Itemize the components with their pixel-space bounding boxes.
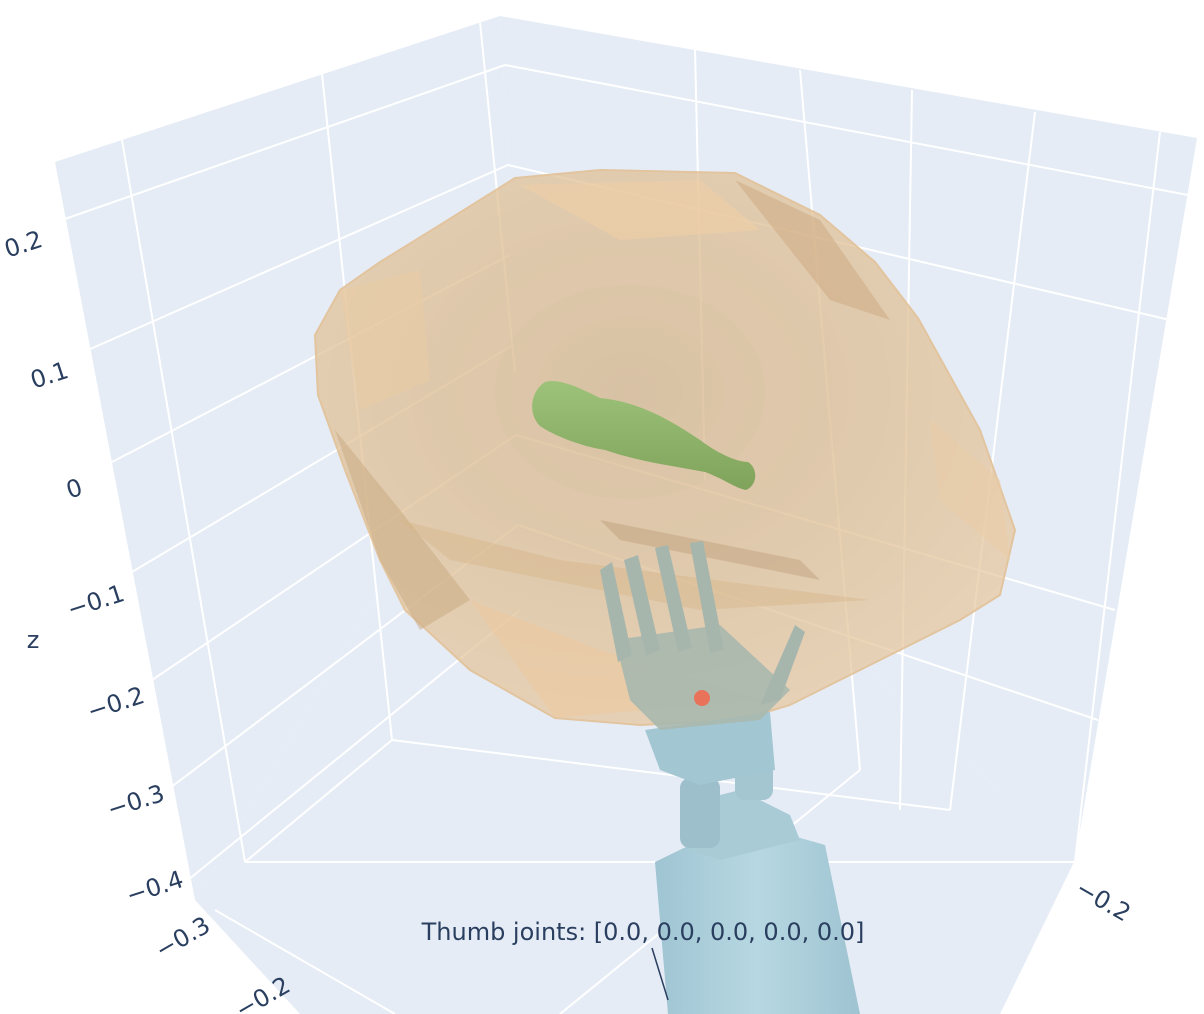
annotation-arrow — [651, 947, 669, 1001]
mesh-facet — [400, 520, 870, 610]
finger-little — [600, 562, 632, 662]
palm-base — [645, 712, 775, 785]
y-tick-label: −0.2 — [1071, 874, 1135, 927]
palm-mesh — [615, 625, 790, 730]
y-axis-ticks: −0.2 — [1071, 874, 1135, 927]
mesh-facet — [735, 180, 890, 320]
contact-point-marker[interactable] — [694, 690, 710, 706]
z-tick-label: 0.2 — [1, 225, 46, 263]
mesh-facet — [930, 420, 1010, 560]
mesh-facet — [340, 270, 430, 410]
finger-middle — [655, 545, 692, 652]
mesh-facet — [520, 180, 760, 240]
mesh-facet — [600, 520, 820, 580]
bottle-object[interactable] — [532, 381, 756, 490]
z-tick-label: −0.2 — [84, 681, 148, 726]
finger-thumb — [760, 625, 805, 705]
z-tick-label: −0.3 — [104, 779, 168, 824]
annotation-text: Thumb joints: [0.0, 0.0, 0.0, 0.0, 0.0] — [421, 918, 865, 946]
z-tick-label: 0 — [63, 473, 86, 504]
finger-ring — [624, 555, 660, 656]
back-left-wall — [55, 16, 520, 900]
finger-index — [690, 541, 724, 653]
bottle-mesh[interactable] — [532, 381, 756, 490]
z-tick-label: −0.4 — [123, 865, 187, 910]
z-tick-label: −0.1 — [64, 579, 128, 624]
x-tick-label: −0.3 — [151, 911, 215, 964]
mesh-facet — [335, 430, 470, 630]
z-tick-label: 0.1 — [27, 356, 72, 394]
z-axis-title: z — [27, 626, 40, 654]
wrist-joint — [680, 778, 720, 848]
thumb-joints-annotation: Thumb joints: [0.0, 0.0, 0.0, 0.0, 0.0] — [421, 918, 865, 1001]
robot-hand[interactable] — [600, 541, 860, 1014]
forearm-mesh — [655, 835, 860, 1014]
